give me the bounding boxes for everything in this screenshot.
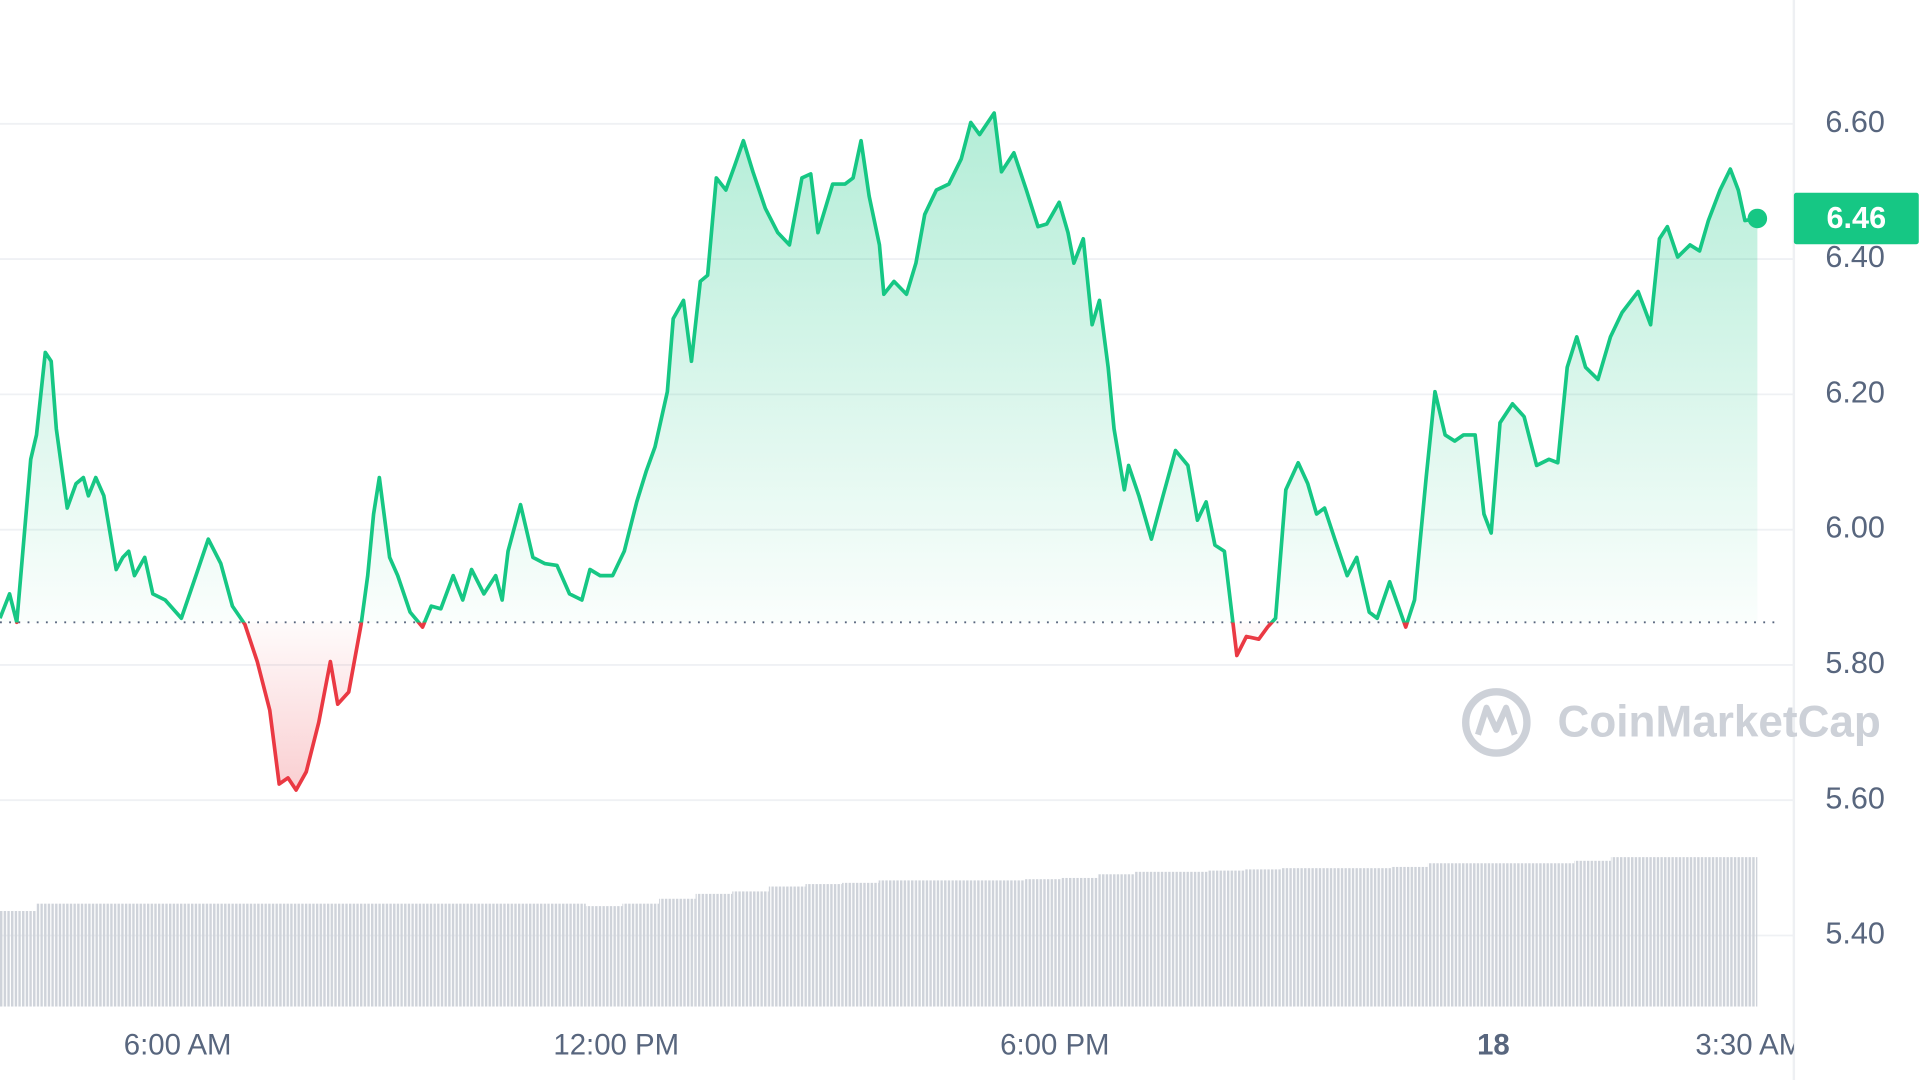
volume-bar — [1061, 877, 1099, 1007]
volume-bar — [1537, 863, 1575, 1007]
y-tick-label: 6.60 — [1825, 105, 1885, 139]
volume-bar — [878, 880, 916, 1007]
volume-bar — [915, 880, 952, 1007]
y-tick-label: 5.40 — [1825, 917, 1885, 951]
price-line — [0, 111, 1758, 792]
price-tag — [1793, 192, 1919, 245]
volume-bar — [1208, 870, 1245, 1007]
volume-bar — [219, 903, 257, 1007]
volume-bar — [1354, 868, 1392, 1007]
x-tick-label: 12:00 PM — [553, 1029, 679, 1062]
area — [0, 113, 1758, 791]
volume-bar — [1647, 857, 1685, 1007]
volume-bar — [1501, 863, 1538, 1007]
watermark-text: CoinMarketCap — [1558, 698, 1881, 747]
volume-bar — [0, 911, 37, 1007]
volume-bar — [1025, 879, 1062, 1007]
y-tick-label: 5.60 — [1825, 781, 1885, 815]
volume-bar — [1281, 868, 1318, 1007]
volume-bar — [1574, 860, 1611, 1007]
volume-bar — [1134, 871, 1172, 1007]
volume-bar — [439, 903, 476, 1007]
volume-bar — [549, 903, 586, 1007]
volume-bar — [1464, 863, 1502, 1007]
volume-bar — [402, 903, 440, 1007]
volume-bar — [805, 884, 843, 1007]
volume-bar — [658, 898, 696, 1007]
volume-bar — [732, 891, 769, 1007]
y-tick-label: 6.20 — [1825, 375, 1885, 409]
volume-bar — [1317, 868, 1355, 1007]
volume-bar — [768, 886, 806, 1007]
y-tick-label: 6.40 — [1825, 240, 1885, 274]
volume-bar — [842, 882, 879, 1007]
volume-bar — [183, 903, 220, 1007]
volume-bar — [951, 880, 989, 1007]
volume-bar — [1098, 874, 1135, 1007]
volume-bar — [366, 903, 403, 1007]
volume-bar — [988, 880, 1026, 1007]
volume-bar — [512, 903, 550, 1007]
volume-bar — [475, 903, 513, 1007]
volume-bar — [1684, 857, 1721, 1007]
volume-bar — [109, 903, 147, 1007]
x-tick-label: 6:00 AM — [124, 1029, 232, 1062]
volume-bar — [146, 903, 184, 1007]
volume-bar — [1391, 866, 1428, 1007]
volume-bar — [1720, 857, 1758, 1007]
last-point — [1747, 208, 1768, 229]
volume-bar — [585, 906, 623, 1007]
volume-bar — [329, 903, 367, 1007]
x-tick-label: 6:00 PM — [1000, 1029, 1109, 1062]
price-tag-label: 6.46 — [1827, 201, 1887, 235]
y-tick-label: 6.00 — [1825, 511, 1885, 545]
volume-bar — [622, 903, 659, 1007]
volume-bar — [1171, 871, 1209, 1007]
volume-bar — [695, 893, 733, 1007]
volume-bar — [36, 903, 74, 1007]
y-tick-label: 5.80 — [1825, 646, 1885, 680]
x-tick-label: 3:30 AM — [1695, 1029, 1803, 1062]
volume-bar — [1427, 863, 1465, 1007]
volume-bar — [256, 903, 293, 1007]
volume-bar — [73, 903, 110, 1007]
x-tick-label: 18 — [1477, 1029, 1510, 1062]
volume-bar — [1610, 857, 1648, 1007]
watermark: CoinMarketCap — [1462, 688, 1881, 757]
volume-bar — [1244, 869, 1282, 1007]
volume-bar — [292, 903, 330, 1007]
